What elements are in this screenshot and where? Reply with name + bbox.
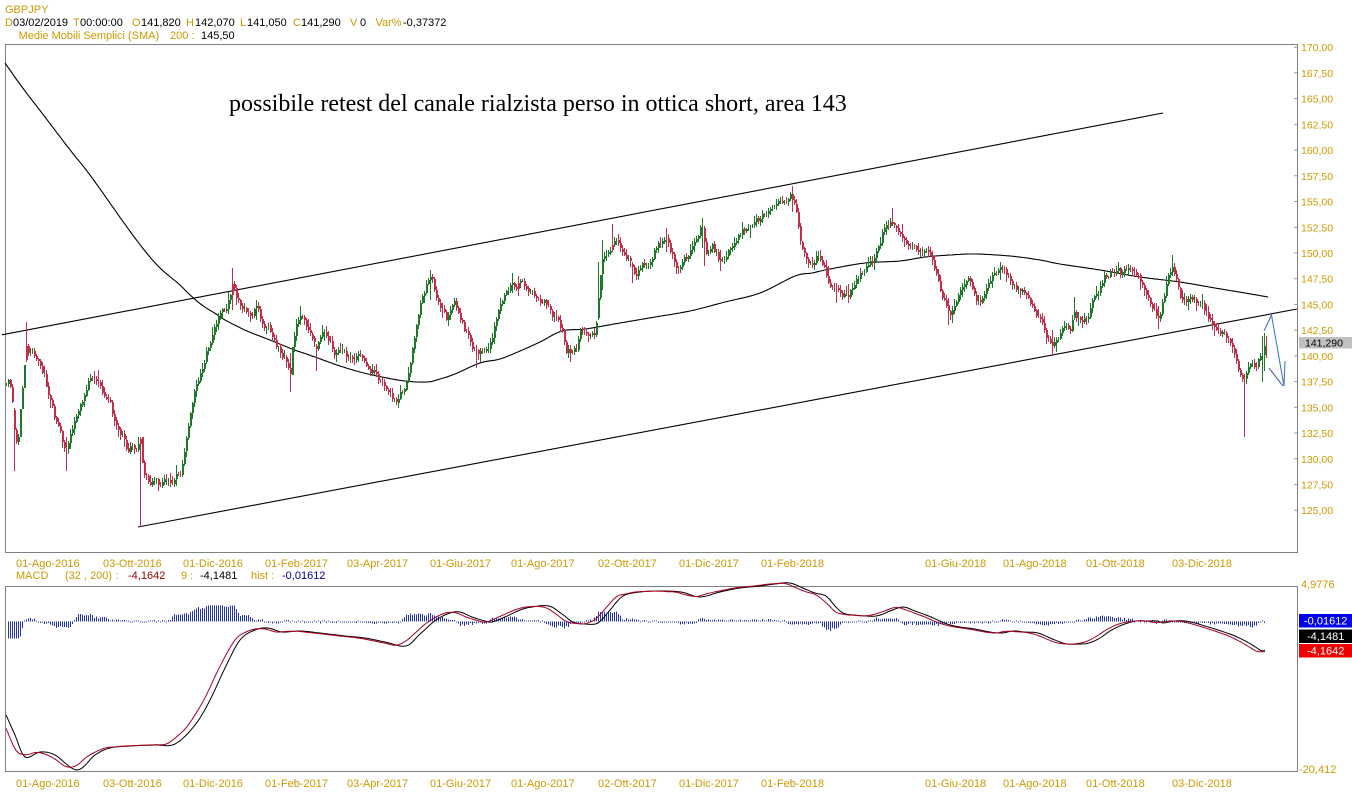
svg-text:GBPJPY: GBPJPY — [5, 4, 49, 16]
svg-text:01-Ott-2018: 01-Ott-2018 — [1086, 778, 1145, 790]
svg-text:-0,01612: -0,01612 — [282, 570, 325, 582]
svg-text:MACD: MACD — [16, 570, 48, 582]
svg-text:-0,01612: -0,01612 — [1304, 616, 1347, 628]
svg-text:-4,1481: -4,1481 — [1307, 631, 1344, 643]
svg-text:01-Giu-2017: 01-Giu-2017 — [430, 558, 491, 570]
svg-text:03/02/2019: 03/02/2019 — [13, 17, 68, 29]
svg-text:0: 0 — [360, 17, 366, 29]
svg-text:01-Dic-2017: 01-Dic-2017 — [679, 778, 739, 790]
svg-text:135,00: 135,00 — [1301, 402, 1333, 414]
svg-text:147,50: 147,50 — [1301, 274, 1333, 286]
svg-text:01-Ago-2016: 01-Ago-2016 — [16, 558, 80, 570]
svg-text:152,50: 152,50 — [1301, 222, 1333, 234]
svg-text:01-Dic-2016: 01-Dic-2016 — [183, 778, 243, 790]
svg-text:L: L — [240, 17, 246, 29]
svg-text:03-Dic-2018: 03-Dic-2018 — [1172, 558, 1232, 570]
svg-text:01-Ago-2017: 01-Ago-2017 — [511, 778, 575, 790]
svg-text:150,00: 150,00 — [1301, 248, 1333, 260]
svg-text:01-Dic-2016: 01-Dic-2016 — [183, 558, 243, 570]
svg-text:-0,37372: -0,37372 — [403, 17, 446, 29]
svg-text:hist :: hist : — [251, 570, 274, 582]
svg-text:02-Ott-2017: 02-Ott-2017 — [598, 778, 657, 790]
svg-text:132,50: 132,50 — [1301, 428, 1333, 440]
svg-text:C: C — [293, 17, 301, 29]
svg-text:possibile retest del canale ri: possibile retest del canale rialzista pe… — [229, 91, 847, 117]
svg-text:03-Apr-2017: 03-Apr-2017 — [347, 558, 408, 570]
svg-text:160,00: 160,00 — [1301, 145, 1333, 157]
svg-text:03-Apr-2017: 03-Apr-2017 — [347, 778, 408, 790]
svg-text:V: V — [350, 17, 358, 29]
svg-text:141,050: 141,050 — [247, 17, 287, 29]
svg-text:4,9776: 4,9776 — [1301, 579, 1335, 591]
svg-text:01-Feb-2017: 01-Feb-2017 — [265, 778, 328, 790]
svg-text:165,00: 165,00 — [1301, 94, 1333, 106]
svg-text:03-Dic-2018: 03-Dic-2018 — [1172, 778, 1232, 790]
svg-text:142,070: 142,070 — [195, 17, 235, 29]
svg-text:01-Ott-2018: 01-Ott-2018 — [1086, 558, 1145, 570]
svg-text:01-Giu-2018: 01-Giu-2018 — [925, 558, 986, 570]
svg-text:01-Feb-2017: 01-Feb-2017 — [265, 558, 328, 570]
svg-text:-20,412: -20,412 — [1299, 764, 1336, 776]
svg-text:01-Dic-2017: 01-Dic-2017 — [679, 558, 739, 570]
svg-text:01-Giu-2018: 01-Giu-2018 — [925, 778, 986, 790]
svg-text:O: O — [132, 17, 141, 29]
svg-text:127,50: 127,50 — [1301, 479, 1333, 491]
svg-text:157,50: 157,50 — [1301, 171, 1333, 183]
svg-text:145,00: 145,00 — [1301, 299, 1333, 311]
svg-text:T: T — [73, 17, 80, 29]
svg-text:200 :: 200 : — [170, 30, 194, 42]
svg-text:D: D — [5, 17, 13, 29]
svg-text:01-Feb-2018: 01-Feb-2018 — [761, 778, 824, 790]
svg-text:(32 , 200) :: (32 , 200) : — [65, 570, 118, 582]
svg-text:Var%: Var% — [376, 17, 402, 29]
svg-text:130,00: 130,00 — [1301, 454, 1333, 466]
svg-text:01-Feb-2018: 01-Feb-2018 — [761, 558, 824, 570]
svg-text:167,50: 167,50 — [1301, 68, 1333, 80]
svg-text:141,290: 141,290 — [301, 17, 341, 29]
svg-text:03-Ott-2016: 03-Ott-2016 — [103, 778, 162, 790]
svg-text:02-Ott-2017: 02-Ott-2017 — [598, 558, 657, 570]
svg-text:140,00: 140,00 — [1301, 351, 1333, 363]
svg-text:125,00: 125,00 — [1301, 505, 1333, 517]
svg-text:01-Giu-2017: 01-Giu-2017 — [430, 778, 491, 790]
svg-text:9 :: 9 : — [181, 570, 193, 582]
svg-text:137,50: 137,50 — [1301, 377, 1333, 389]
svg-text:01-Ago-2016: 01-Ago-2016 — [16, 778, 80, 790]
svg-text:03-Ott-2016: 03-Ott-2016 — [103, 558, 162, 570]
svg-text:Medie Mobili Semplici (SMA): Medie Mobili Semplici (SMA) — [19, 30, 160, 42]
svg-text:170,00: 170,00 — [1301, 42, 1333, 54]
svg-text:141,290: 141,290 — [1305, 338, 1343, 350]
svg-text:145,50: 145,50 — [201, 30, 235, 42]
svg-text:-4,1642: -4,1642 — [128, 570, 165, 582]
svg-text:142,50: 142,50 — [1301, 325, 1333, 337]
svg-text:-4,1481: -4,1481 — [200, 570, 237, 582]
svg-text:162,50: 162,50 — [1301, 119, 1333, 131]
svg-text:00:00:00: 00:00:00 — [80, 17, 123, 29]
svg-text:01-Ago-2018: 01-Ago-2018 — [1003, 558, 1067, 570]
svg-text:155,00: 155,00 — [1301, 197, 1333, 209]
svg-text:01-Ago-2017: 01-Ago-2017 — [511, 558, 575, 570]
svg-text:-4,1642: -4,1642 — [1307, 646, 1344, 658]
svg-text:01-Ago-2018: 01-Ago-2018 — [1003, 778, 1067, 790]
svg-text:H: H — [186, 17, 194, 29]
svg-text:141,820: 141,820 — [141, 17, 181, 29]
